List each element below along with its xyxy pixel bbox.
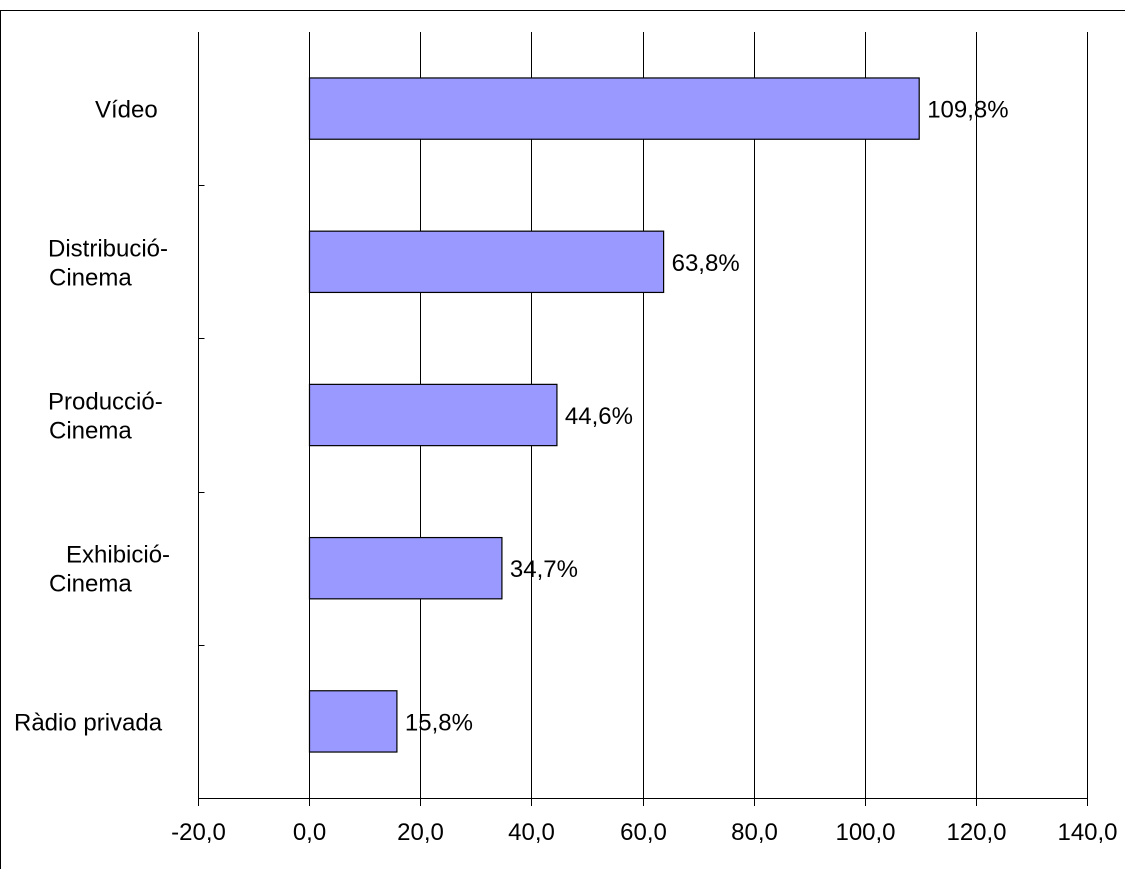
bars: [308, 77, 920, 753]
bar: [308, 77, 920, 140]
x-tick-label: 60,0: [620, 819, 667, 846]
data-label: 15,8%: [405, 709, 473, 736]
x-tick-label: 140,0: [1057, 819, 1117, 846]
data-label: 63,8%: [672, 250, 740, 277]
bar: [308, 536, 503, 600]
x-tick-label: 20,0: [397, 819, 444, 846]
category-label: Vídeo: [95, 97, 158, 124]
x-tick-label: 0,0: [293, 819, 326, 846]
bar: [308, 690, 398, 753]
x-tick-label: 40,0: [508, 819, 555, 846]
x-tick-label: 120,0: [946, 819, 1006, 846]
category-label: Ràdio privada: [14, 709, 163, 736]
data-label: 109,8%: [927, 97, 1008, 124]
category-label: Distribució-: [48, 235, 168, 262]
x-tick-label: 80,0: [731, 819, 778, 846]
category-label: Cinema: [49, 264, 132, 291]
category-label: Producció-: [48, 389, 163, 416]
x-tick-label: -20,0: [171, 819, 226, 846]
axes: [0, 10, 1125, 869]
bar: [308, 230, 665, 294]
data-label: 44,6%: [565, 403, 633, 430]
category-label: Cinema: [49, 571, 132, 598]
category-label: Cinema: [49, 418, 132, 445]
data-label: 34,7%: [510, 556, 578, 583]
labels: -20,0 0,0 20,0 40,0 60,0 80,0 100,0 120,0 140,0 1…: [14, 97, 1118, 846]
x-tick-label: 100,0: [835, 819, 895, 846]
bar: [308, 383, 558, 447]
category-label: Exhibició-: [66, 542, 170, 569]
